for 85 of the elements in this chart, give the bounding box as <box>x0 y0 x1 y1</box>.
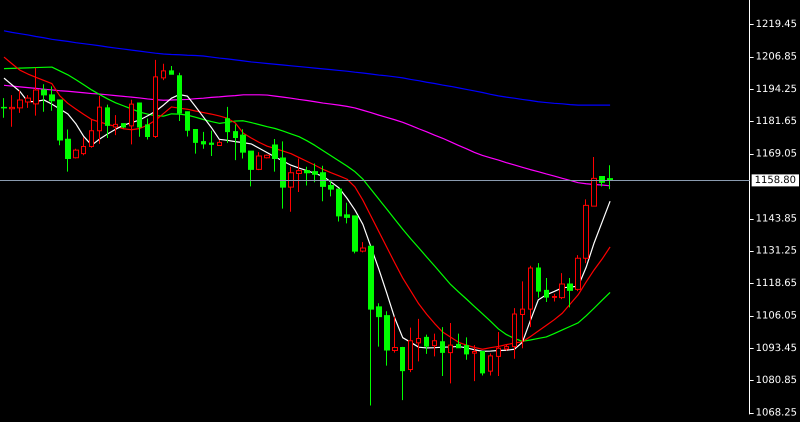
candlestick <box>312 162 318 183</box>
candlestick <box>352 214 358 254</box>
candlestick <box>169 66 174 76</box>
y-tick-label: 1194.25 <box>756 84 798 95</box>
candlestick <box>368 245 374 406</box>
candlestick <box>376 302 382 348</box>
candlestick <box>1 98 7 118</box>
candlestick <box>408 327 413 373</box>
y-tick-label: 1143.85 <box>756 213 798 224</box>
candlestick <box>113 114 118 136</box>
candlestick <box>41 84 47 112</box>
candlestick <box>360 242 366 253</box>
candlestick <box>153 59 158 138</box>
y-tick-label: 1206.85 <box>756 51 798 62</box>
candlestick <box>328 179 334 197</box>
candlestick <box>129 99 134 145</box>
y-tick-label: 1106.05 <box>756 310 798 322</box>
candlestick <box>575 254 581 292</box>
candlestick <box>456 333 461 349</box>
candlestick <box>25 94 31 108</box>
candlestick <box>424 334 429 354</box>
ref-line-label: 1158.80 <box>754 174 796 186</box>
candlestick <box>480 350 485 376</box>
candlestick <box>336 188 342 222</box>
candlestick <box>440 326 445 376</box>
candlestick <box>65 129 71 172</box>
candlestick <box>17 90 23 114</box>
candlestick <box>225 106 230 144</box>
candlestick <box>559 272 565 300</box>
candlestick <box>81 136 86 156</box>
y-tick-label: 1080.85 <box>756 375 798 386</box>
candlestick <box>193 128 198 154</box>
candlestick <box>544 278 549 302</box>
y-tick-label: 1181.65 <box>756 116 798 128</box>
candlestick <box>392 316 398 354</box>
candlestick <box>57 98 63 146</box>
candlestick <box>607 164 613 190</box>
candlestick <box>209 130 214 156</box>
candlestick <box>528 265 533 328</box>
candlestick <box>536 262 541 298</box>
y-tick-label: 1169.05 <box>756 148 798 160</box>
candlestick <box>288 166 294 212</box>
candlestick <box>9 94 15 128</box>
candlestick <box>400 346 405 401</box>
candlestick <box>185 110 190 137</box>
candlestick <box>552 293 557 302</box>
y-tick-label: 1219.45 <box>756 19 798 30</box>
candlestick <box>583 198 589 264</box>
candlestick <box>384 310 390 366</box>
candlestick <box>89 118 94 148</box>
y-tick-label: 1131.25 <box>756 246 798 257</box>
candlestick <box>296 158 302 192</box>
candlestick <box>105 104 110 138</box>
candlestick <box>567 278 573 308</box>
candlestick <box>201 131 206 150</box>
candlestick <box>33 67 39 116</box>
candlestick <box>73 148 79 160</box>
candlestick <box>464 336 469 360</box>
y-tick-label: 1068.25 <box>756 408 798 419</box>
candlestick <box>145 118 150 140</box>
candlestick <box>177 72 182 122</box>
candlestick <box>280 140 286 210</box>
candlestick <box>272 138 278 172</box>
candlestick <box>591 156 597 208</box>
line-series <box>3 30 611 106</box>
candlestick <box>137 102 142 138</box>
candlestick <box>49 86 55 112</box>
candlestick <box>217 140 222 146</box>
candlestick <box>256 152 262 171</box>
candlestick <box>240 128 246 160</box>
candlestick <box>97 95 102 144</box>
candlestick <box>488 352 493 376</box>
candlestick <box>264 154 270 160</box>
candlestick <box>121 122 126 129</box>
candlestick <box>161 63 166 81</box>
candlestick <box>416 318 421 362</box>
candlestick <box>320 165 326 202</box>
candlestick <box>233 124 238 161</box>
y-tick-label: 1118.65 <box>756 278 798 290</box>
candlestick <box>304 166 310 186</box>
line-series <box>3 84 611 186</box>
y-tick-label: 1093.45 <box>756 342 798 354</box>
candlestick <box>248 150 254 187</box>
candlestick <box>432 333 437 357</box>
candlestick <box>344 202 350 224</box>
